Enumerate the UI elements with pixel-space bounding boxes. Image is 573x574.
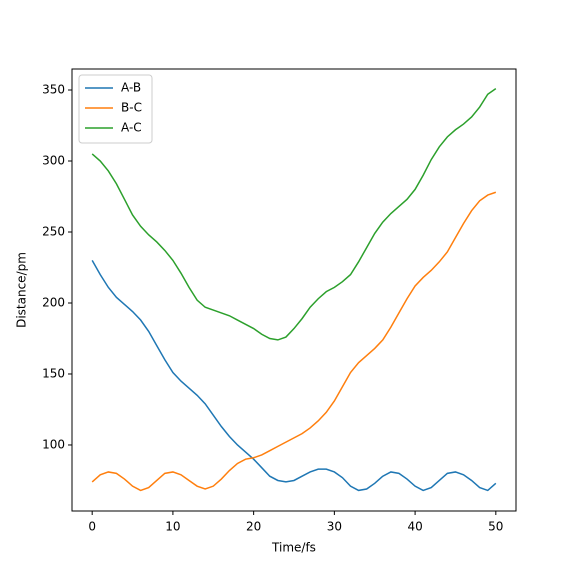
- legend-label: B-C: [121, 101, 142, 115]
- y-tick-label: 150: [42, 366, 65, 380]
- x-axis-label: Time/fs: [271, 541, 316, 555]
- plot-frame: [71, 68, 517, 512]
- y-axis-label: Distance/pm: [15, 252, 29, 328]
- legend-label: A-B: [121, 81, 141, 95]
- legend-label: A-C: [121, 121, 142, 135]
- y-tick-label: 350: [42, 83, 65, 97]
- line: [91, 191, 497, 492]
- y-tick-label: 300: [42, 154, 65, 168]
- y-tick-label: 100: [42, 437, 65, 451]
- y-tick-label: 250: [42, 224, 65, 238]
- y-tick-label: 200: [42, 295, 65, 309]
- x-tick-label: 40: [407, 520, 422, 534]
- line: [91, 87, 497, 341]
- x-tick-label: 50: [488, 520, 503, 534]
- x-tick-label: 0: [88, 520, 96, 534]
- line: [91, 260, 497, 492]
- x-tick-label: 20: [246, 520, 261, 534]
- x-tick-label: 30: [327, 520, 342, 534]
- legend-box: [78, 74, 153, 144]
- x-tick-label: 10: [165, 520, 180, 534]
